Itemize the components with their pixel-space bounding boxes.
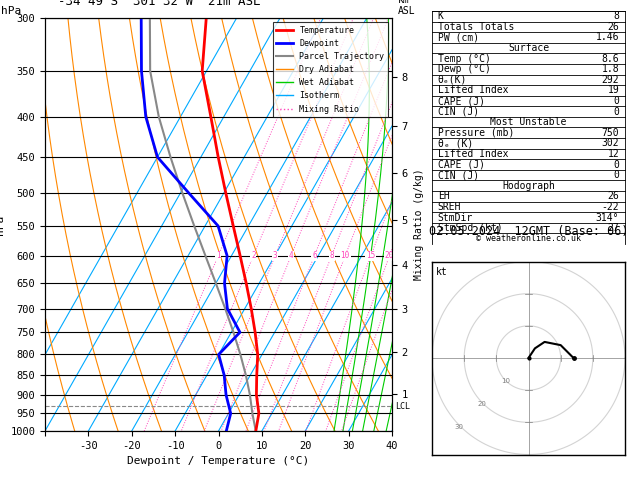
Text: 19: 19 (608, 86, 619, 95)
Text: K: K (438, 11, 443, 21)
Text: 10: 10 (501, 378, 510, 384)
Text: 3: 3 (273, 251, 277, 260)
Text: Temp (°C): Temp (°C) (438, 53, 491, 64)
Text: 0: 0 (613, 106, 619, 117)
Y-axis label: Mixing Ratio (g/kg): Mixing Ratio (g/kg) (413, 169, 423, 280)
Text: 1: 1 (216, 251, 221, 260)
Text: 20: 20 (385, 251, 394, 260)
Text: km
ASL: km ASL (398, 0, 416, 16)
Text: 302: 302 (601, 139, 619, 148)
Text: 8: 8 (613, 11, 619, 21)
Y-axis label: hPa: hPa (0, 214, 5, 235)
Text: 02.05.2024  12GMT (Base: 06): 02.05.2024 12GMT (Base: 06) (429, 226, 628, 238)
Text: 20: 20 (478, 401, 487, 407)
Text: Dewp (°C): Dewp (°C) (438, 64, 491, 74)
Text: PW (cm): PW (cm) (438, 33, 479, 42)
Text: CIN (J): CIN (J) (438, 106, 479, 117)
Text: 4: 4 (289, 251, 293, 260)
Text: -22: -22 (601, 202, 619, 212)
Text: SREH: SREH (438, 202, 461, 212)
Text: θₑ (K): θₑ (K) (438, 139, 473, 148)
Text: CAPE (J): CAPE (J) (438, 96, 485, 106)
Text: 1.8: 1.8 (601, 64, 619, 74)
Text: StmDir: StmDir (438, 212, 473, 223)
Text: θₑ(K): θₑ(K) (438, 75, 467, 85)
Text: 292: 292 (601, 75, 619, 85)
Text: 10: 10 (340, 251, 350, 260)
Text: © weatheronline.co.uk: © weatheronline.co.uk (476, 234, 581, 243)
Text: Lifted Index: Lifted Index (438, 149, 508, 159)
Text: EH: EH (438, 191, 450, 201)
Text: 2: 2 (251, 251, 255, 260)
Text: CAPE (J): CAPE (J) (438, 159, 485, 170)
Text: 750: 750 (601, 128, 619, 138)
Text: CIN (J): CIN (J) (438, 170, 479, 180)
Text: -34°49'S  301°32'W  21m ASL: -34°49'S 301°32'W 21m ASL (58, 0, 260, 8)
Text: 1.46: 1.46 (596, 33, 619, 42)
Text: 0: 0 (613, 159, 619, 170)
Text: 0: 0 (613, 96, 619, 106)
Text: Most Unstable: Most Unstable (491, 117, 567, 127)
Text: Totals Totals: Totals Totals (438, 22, 514, 32)
Text: Surface: Surface (508, 43, 549, 53)
Text: Lifted Index: Lifted Index (438, 86, 508, 95)
Text: 6: 6 (312, 251, 316, 260)
Text: 30: 30 (455, 424, 464, 431)
Text: hPa: hPa (1, 5, 21, 16)
Text: StmSpd (kt): StmSpd (kt) (438, 223, 503, 233)
Text: LCL: LCL (396, 401, 411, 411)
Text: 314°: 314° (596, 212, 619, 223)
Text: kt: kt (436, 267, 448, 278)
Text: 12: 12 (608, 149, 619, 159)
Text: Hodograph: Hodograph (502, 181, 555, 191)
Text: 27: 27 (608, 223, 619, 233)
Legend: Temperature, Dewpoint, Parcel Trajectory, Dry Adiabat, Wet Adiabat, Isotherm, Mi: Temperature, Dewpoint, Parcel Trajectory… (273, 22, 388, 117)
Text: 0: 0 (613, 170, 619, 180)
Text: 26: 26 (608, 22, 619, 32)
X-axis label: Dewpoint / Temperature (°C): Dewpoint / Temperature (°C) (128, 456, 309, 466)
Text: 8: 8 (329, 251, 334, 260)
Text: 26: 26 (608, 191, 619, 201)
Text: 8.6: 8.6 (601, 53, 619, 64)
Text: Pressure (mb): Pressure (mb) (438, 128, 514, 138)
Text: 15: 15 (366, 251, 376, 260)
